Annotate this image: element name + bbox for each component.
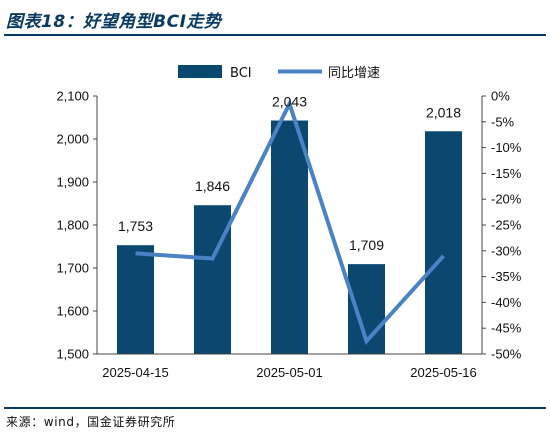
right-tick-label: -5% <box>491 114 515 129</box>
bars-layer <box>117 120 462 354</box>
legend-bar-swatch <box>178 65 222 78</box>
left-tick-label: 1,700 <box>56 261 89 276</box>
right-tick-label: -30% <box>491 243 522 258</box>
axes-layer: 1,500 1,600 1,700 1,800 1,900 2,000 2,100 0% -5%… <box>56 89 521 381</box>
source-note: 来源：wind，国金证券研究所 <box>6 415 176 429</box>
legend-label-bci: BCI <box>230 66 252 81</box>
legend-label-yoy: 同比增速 <box>328 66 380 81</box>
bar-value-label: 1,753 <box>118 218 153 234</box>
bar-value-label: 1,846 <box>195 178 230 194</box>
right-tick-label: 0% <box>491 89 510 104</box>
footer-divider <box>4 407 546 409</box>
right-tick-label: -40% <box>491 295 522 310</box>
bar-2025-05-16 <box>425 131 462 354</box>
bar-value-label: 2,018 <box>426 104 461 120</box>
left-tick-label: 1,900 <box>56 175 89 190</box>
right-tick-label: -20% <box>491 192 522 207</box>
right-tick-label: -50% <box>491 347 522 362</box>
bar-2025-05-01 <box>271 120 308 354</box>
x-tick-label: 2025-05-16 <box>410 365 477 380</box>
x-tick-label: 2025-04-15 <box>102 365 169 380</box>
right-tick-label: -35% <box>491 269 522 284</box>
line-layer <box>135 98 445 346</box>
left-tick-label: 2,000 <box>56 132 89 147</box>
bar-2025-04-15 <box>117 245 154 354</box>
legend: BCI 同比增速 <box>178 65 380 81</box>
bar-value-label: 1,709 <box>349 237 384 253</box>
bar-2025-04-22 <box>194 205 231 354</box>
right-tick-label: -45% <box>491 321 522 336</box>
page-title: 图表18：好望角型BCI走势 <box>6 12 222 32</box>
title-bar: 图表18：好望角型BCI走势 <box>0 0 550 36</box>
title-divider <box>4 34 546 36</box>
left-tick-label: 2,100 <box>56 89 89 104</box>
right-tick-label: -25% <box>491 218 522 233</box>
right-tick-label: -10% <box>491 140 522 155</box>
right-tick-label: -15% <box>491 166 522 181</box>
bar-value-label: 2,043 <box>272 94 307 110</box>
bci-chart: BCI 同比增速 1,500 1,600 1,700 1,800 1,900 2,000 2,… <box>56 65 522 381</box>
data-labels-layer: 1,753 1,846 2,043 1,709 2,018 <box>118 94 461 254</box>
left-tick-label: 1,600 <box>56 304 89 319</box>
left-tick-label: 1,800 <box>56 218 89 233</box>
x-tick-label: 2025-05-01 <box>256 365 323 380</box>
left-tick-label: 1,500 <box>56 347 89 362</box>
